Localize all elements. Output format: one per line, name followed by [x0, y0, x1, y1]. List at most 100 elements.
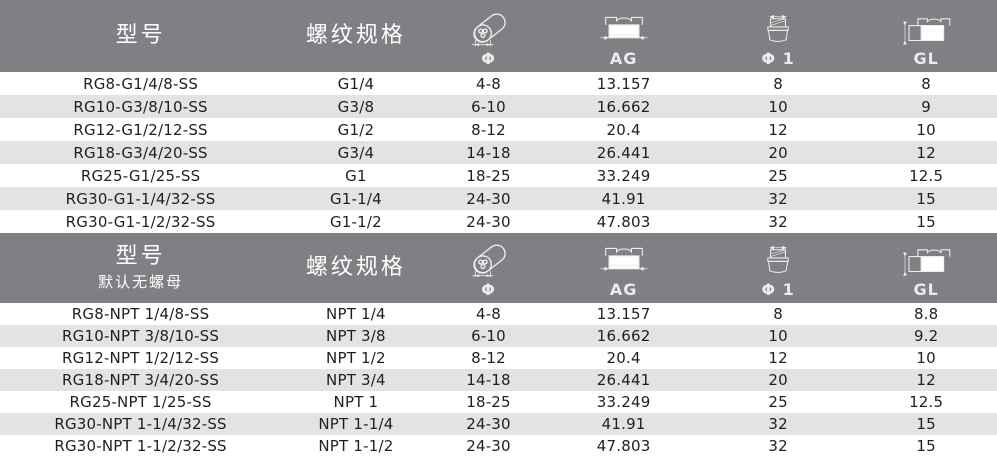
table-cell: NPT 3/4 [326, 371, 386, 389]
table-cell: 20 [768, 143, 788, 162]
dim-label-gl: GL [913, 280, 939, 299]
table-cell: G1-1/4 [329, 189, 382, 208]
table-cell: 32 [768, 415, 788, 433]
table-cell: 9 [921, 97, 932, 116]
table-cell: 12.5 [909, 166, 944, 185]
table-header: 型号 默认无螺母 螺纹规格 Φ [0, 233, 997, 303]
cable-diameter-icon [471, 244, 506, 278]
header-thread-diameter: Φ 1 [701, 233, 856, 303]
table-cell: 8 [773, 74, 783, 93]
table-cell: 6-10 [471, 97, 506, 116]
table-cell: 25 [768, 166, 788, 185]
table-cell: G1 [345, 166, 367, 185]
table-body: RG8-NPT 1/4/8-SS NPT 1/4 4-8 13.157 8 8.8 RG10… [0, 303, 997, 457]
header-thread-diameter: Φ 1 [701, 0, 856, 72]
dim-label-phi: Φ [481, 49, 496, 68]
table-cell: NPT 1/2 [326, 349, 386, 367]
header-model: 型号 [0, 0, 281, 72]
table-cell: 33.249 [596, 393, 651, 411]
table-cell: 14-18 [466, 143, 511, 162]
table-cell: 13.157 [596, 305, 651, 323]
table-cell: 12 [768, 120, 788, 139]
table-row: RG12-G1/2/12-SS G1/2 8-12 20.4 12 10 [0, 118, 997, 141]
table-header: 型号 螺纹规格 Φ [0, 0, 997, 72]
table-cell: 41.91 [601, 189, 646, 208]
table-row: RG8-G1/4/8-SS G1/4 4-8 13.157 8 8 [0, 72, 997, 95]
table-cell: 12 [916, 143, 936, 162]
table-cell: 14-18 [466, 371, 511, 389]
table-cell: 8-12 [471, 120, 506, 139]
dim-label-phi1: Φ 1 [761, 280, 795, 299]
table-cell: 47.803 [596, 212, 651, 231]
table-cell: RG25-NPT 1/25-SS [69, 393, 212, 411]
header-gland-length: GL [855, 0, 997, 72]
header-model-label: 型号 [115, 23, 166, 49]
table-cell: 15 [916, 189, 936, 208]
table-row: RG18-NPT 3/4/20-SS NPT 3/4 14-18 26.441 20 12 [0, 369, 997, 391]
table-cell: 41.91 [601, 415, 646, 433]
table-cell: G1-1/2 [329, 212, 382, 231]
dim-label-phi: Φ [481, 280, 496, 299]
table-cell: NPT 1 [333, 393, 379, 411]
table-npt-thread: 型号 默认无螺母 螺纹规格 Φ [0, 233, 997, 457]
header-thread-label: 螺纹规格 [305, 255, 406, 281]
thread-diameter-icon [767, 14, 789, 43]
table-row: RG30-NPT 1-1/2/32-SS NPT 1-1/2 24-30 47.803… [0, 435, 997, 457]
table-cell: RG30-G1-1/4/32-SS [65, 189, 216, 208]
gland-width-icon [599, 247, 648, 271]
table-cell: RG10-NPT 3/8/10-SS [62, 327, 220, 345]
gland-length-icon [903, 249, 951, 276]
cable-diameter-icon [471, 13, 506, 47]
table-cell: 18-25 [466, 393, 511, 411]
table-cell: 4-8 [475, 305, 502, 323]
table-cell: 32 [768, 437, 788, 455]
table-cell: 26.441 [596, 371, 651, 389]
table-body: RG8-G1/4/8-SS G1/4 4-8 13.157 8 8 RG10-G3/8/10… [0, 72, 997, 233]
table-g-thread: 型号 螺纹规格 Φ [0, 0, 997, 233]
header-model-label: 型号 [115, 243, 166, 269]
table-cell: 47.803 [596, 437, 651, 455]
table-row: RG12-NPT 1/2/12-SS NPT 1/2 8-12 20.4 12 10 [0, 347, 997, 369]
table-cell: 4-8 [475, 74, 502, 93]
table-cell: 16.662 [596, 97, 651, 116]
table-row: RG30-G1-1/4/32-SS G1-1/4 24-30 41.91 32 15 [0, 187, 997, 210]
header-across-gland: AG [546, 233, 701, 303]
table-cell: 32 [768, 212, 788, 231]
table-cell: 8 [921, 74, 932, 93]
header-thread-label: 螺纹规格 [305, 23, 406, 49]
table-cell: RG12-G1/2/12-SS [73, 120, 208, 139]
table-cell: 15 [916, 415, 936, 433]
gland-length-icon [903, 18, 951, 45]
header-thread-spec: 螺纹规格 [281, 0, 431, 72]
table-row: RG10-NPT 3/8/10-SS NPT 3/8 6-10 16.662 10 9.2 [0, 325, 997, 347]
header-thread-spec: 螺纹规格 [281, 233, 431, 303]
dim-label-gl: GL [913, 49, 939, 68]
header-cable-diameter: Φ [431, 233, 547, 303]
table-cell: RG18-NPT 3/4/20-SS [62, 371, 220, 389]
table-cell: 24-30 [466, 437, 511, 455]
header-model-sublabel: 默认无螺母 [98, 273, 184, 292]
table-row: RG30-G1-1/2/32-SS G1-1/2 24-30 47.803 32 15 [0, 210, 997, 233]
table-cell: NPT 1-1/2 [318, 437, 394, 455]
table-cell: NPT 1/4 [326, 305, 386, 323]
table-cell: RG30-G1-1/2/32-SS [65, 212, 216, 231]
table-cell: RG30-NPT 1-1/4/32-SS [54, 415, 227, 433]
table-row: RG18-G3/4/20-SS G3/4 14-18 26.441 20 12 [0, 141, 997, 164]
table-cell: 8.8 [913, 305, 939, 323]
table-cell: 13.157 [596, 74, 651, 93]
table-cell: 26.441 [596, 143, 651, 162]
dim-label-phi1: Φ 1 [761, 49, 795, 68]
table-cell: 8 [773, 305, 783, 323]
table-cell: NPT 1-1/4 [318, 415, 394, 433]
table-row: RG25-G1/25-SS G1 18-25 33.249 25 12.5 [0, 164, 997, 187]
table-cell: 10 [916, 120, 936, 139]
table-cell: 15 [916, 437, 936, 455]
table-cell: RG8-G1/4/8-SS [83, 74, 199, 93]
table-cell: 24-30 [466, 415, 511, 433]
table-cell: 24-30 [466, 212, 511, 231]
table-cell: RG18-G3/4/20-SS [73, 143, 208, 162]
table-row: RG8-NPT 1/4/8-SS NPT 1/4 4-8 13.157 8 8.8 [0, 303, 997, 325]
table-cell: 15 [916, 212, 936, 231]
table-cell: 12 [768, 349, 788, 367]
